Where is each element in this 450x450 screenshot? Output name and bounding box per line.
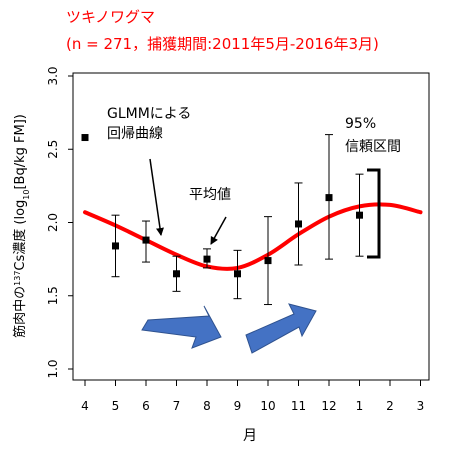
- chart-title-line2: (n = 271，捕獲期間:2011年5月-2016年3月): [66, 35, 379, 53]
- ylabel-sub-10: 10: [22, 190, 31, 200]
- x-tick-label: 5: [112, 399, 120, 413]
- y-tick-label: 1.0: [46, 359, 60, 378]
- legend-mean-marker: [81, 134, 89, 142]
- x-tick-label: 11: [291, 399, 306, 413]
- x-tick-label: 6: [142, 399, 150, 413]
- decrease-trend-arrow: [141, 305, 222, 349]
- y-axis: 1.0 1.5 2.0 2.5 3.0: [46, 66, 73, 379]
- x-tick-label: 12: [321, 399, 336, 413]
- y-tick-label: 3.0: [46, 66, 60, 85]
- mean-point: [142, 236, 150, 244]
- ylabel-part-1: 筋肉中の: [12, 286, 28, 338]
- y-tick-label: 1.5: [46, 286, 60, 305]
- annotation-ci-line1: 95%: [345, 116, 376, 132]
- mean-point: [295, 220, 302, 228]
- annotation-glmm-line1: GLMMによる: [107, 106, 191, 122]
- x-tick-label: 8: [203, 399, 211, 413]
- mean-point: [356, 211, 363, 219]
- mean-point: [234, 270, 241, 278]
- ylabel-part-3: Cs濃度 (log: [12, 200, 28, 271]
- annotation-glmm-arrow: [149, 158, 164, 236]
- annotation-mean: 平均値: [189, 187, 231, 203]
- glmm-regression-curve: [83, 202, 423, 271]
- x-axis: 4 5 6 7 8 9 10 11 12 1 2 3: [81, 380, 424, 413]
- y-tick-label: 2.5: [46, 140, 60, 159]
- x-tick-label: 9: [234, 399, 242, 413]
- mean-point: [173, 270, 180, 278]
- chart-title-line1: ツキノワグマ: [66, 8, 155, 26]
- x-tick-label: 1: [356, 399, 364, 413]
- annotation-mean-arrow: [210, 216, 227, 245]
- x-tick-label: 3: [417, 399, 425, 413]
- y-axis-label: 筋肉中の137Cs濃度 (log10[Bq/kg FM]): [12, 114, 31, 338]
- annotation-ci-bracket: [367, 168, 381, 259]
- mean-point: [112, 242, 119, 250]
- mean-point: [264, 257, 272, 265]
- x-tick-label: 7: [173, 399, 181, 413]
- y-tick-label: 2.0: [46, 213, 60, 232]
- x-axis-label: 月: [243, 428, 257, 444]
- x-tick-label: 10: [260, 399, 275, 413]
- annotation-ci-line2: 信頼区間: [345, 139, 401, 155]
- x-tick-label: 2: [386, 399, 394, 413]
- mean-point: [325, 194, 333, 202]
- plot-frame: [72, 72, 430, 381]
- mean-points-group: [111, 134, 364, 306]
- annotation-glmm-line2: 回帰曲線: [107, 125, 163, 142]
- mean-point: [203, 255, 211, 263]
- x-tick-label: 4: [81, 399, 89, 413]
- ylabel-sup-137: 137: [13, 271, 22, 286]
- increase-trend-arrow: [245, 303, 317, 354]
- ylabel-part-5: [Bq/kg FM]): [13, 114, 28, 189]
